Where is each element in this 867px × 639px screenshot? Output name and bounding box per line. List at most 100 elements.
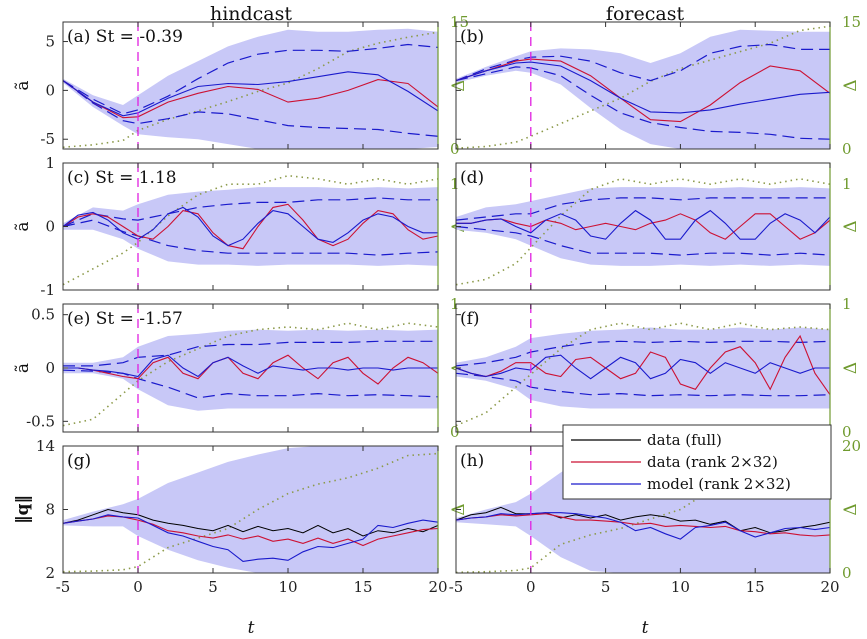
plot-area [456, 25, 830, 149]
model-line [63, 206, 438, 247]
y2-tick-label: 1 [842, 295, 852, 313]
legend: data (full) data (rank 2×32) model (rank 2… [562, 424, 832, 500]
dashed-upper-line [456, 197, 830, 221]
data-rank-line [63, 354, 438, 385]
xlabel-left: t [248, 618, 255, 638]
x-tick-label: 0 [133, 578, 143, 596]
xlabel-right: t [642, 618, 649, 638]
plot-area [456, 178, 830, 286]
model-line [63, 514, 438, 562]
y-tick-label: 2 [45, 564, 55, 582]
legend-label: model (rank 2×32) [647, 475, 791, 493]
model-line [63, 354, 438, 378]
dashed-upper-line [456, 340, 830, 367]
plot-area [63, 322, 438, 427]
delta-dotted-line [63, 174, 438, 286]
panel-label: (c) St = 1.18 [67, 168, 177, 188]
dashed-upper-line [63, 340, 438, 367]
panel-c: -1011Δã(c) St = 1.18 [13, 154, 469, 299]
y-tick-label: -0.5 [26, 412, 55, 430]
y-tick-label: 14 [36, 437, 55, 455]
plot-area [63, 174, 438, 286]
y2-tick-label: 0 [842, 140, 852, 158]
panel-label: (h) [460, 451, 484, 471]
dashed-upper-line [63, 197, 438, 228]
panel-label: (f) [460, 309, 480, 329]
x-tick-label: 15 [746, 578, 765, 596]
y2-tick-label: 1 [450, 175, 460, 193]
x-tick-label: 10 [278, 578, 297, 596]
dashed-lower-line [456, 372, 830, 397]
data-full-line [63, 508, 438, 537]
y2-tick-label: 1 [842, 175, 852, 193]
model-line [456, 61, 830, 114]
y2-tick-label: 1 [450, 295, 460, 313]
y2-tick-label: 0 [842, 423, 852, 441]
y2-tick-label: 15 [842, 13, 861, 31]
model-line [456, 209, 830, 240]
x-tick-label: 0 [526, 578, 536, 596]
panel-label: (a) St = -0.39 [67, 27, 183, 47]
col-title-hindcast: hindcast [210, 3, 292, 25]
y-tick-label: 0.5 [31, 306, 55, 324]
y-axis-label: ‖q‖ [13, 495, 33, 524]
dashed-lower-line [63, 219, 438, 256]
panel-e: -0.500.501Δã(e) St = -1.57 [13, 295, 469, 441]
plot-area [456, 322, 830, 427]
y2-axis-label: Δ [841, 362, 861, 374]
panel-label: (g) [67, 451, 91, 471]
panel-label: (b) [460, 27, 484, 47]
model-line [63, 71, 438, 117]
y-tick-label: 0 [45, 81, 55, 99]
y-tick-label: 5 [45, 33, 55, 51]
dashed-upper-line [456, 43, 830, 82]
y-tick-label: 1 [45, 154, 55, 172]
uncertainty-band [456, 327, 830, 409]
y-tick-label: 0 [45, 218, 55, 236]
model-line [456, 512, 830, 540]
data-full-line [456, 506, 830, 534]
data-rank-line [456, 334, 830, 396]
dashed-lower-line [456, 225, 830, 256]
y-tick-label: 8 [45, 501, 55, 519]
y2-tick-label: 0 [450, 423, 460, 441]
x-tick-label: 10 [671, 578, 690, 596]
uncertainty-band [63, 446, 438, 573]
uncertainty-band [63, 187, 438, 266]
uncertainty-band [456, 29, 830, 149]
y-tick-label: 0 [45, 359, 55, 377]
panel-label: (d) [460, 168, 484, 188]
x-tick-label: -5 [56, 578, 71, 596]
col-title-forecast: forecast [606, 3, 685, 25]
x-tick-label: 5 [208, 578, 218, 596]
y-axis-label: ã [13, 363, 33, 373]
legend-label: data (full) [647, 431, 722, 449]
x-tick-label: 20 [428, 578, 447, 596]
data-rank-line [63, 79, 438, 119]
dashed-upper-line [63, 43, 438, 115]
panel-d: 1 Δ (d) [455, 162, 861, 291]
x-tick-label: -5 [449, 578, 464, 596]
y2-axis-label: Δ [449, 79, 469, 91]
plot-area [63, 446, 438, 573]
data-rank-line [456, 58, 830, 123]
panel-f: 0 1 Δ (f) [455, 295, 861, 441]
y2-axis-label: Δ [841, 220, 861, 232]
data-rank-line [456, 213, 830, 240]
dashed-lower-line [456, 66, 830, 140]
plot-area [63, 28, 438, 149]
x-tick-label: 20 [820, 578, 839, 596]
y2-axis-label: Δ [841, 503, 861, 515]
legend-label: data (rank 2×32) [647, 453, 778, 471]
y2-tick-label: 0 [842, 564, 852, 582]
data-rank-line [63, 203, 438, 250]
y2-axis-label: Δ [841, 79, 861, 91]
y-axis-label: ã [13, 221, 33, 231]
y2-tick-label: 20 [842, 437, 861, 455]
dashed-lower-line [63, 80, 438, 137]
model-line [456, 354, 830, 380]
